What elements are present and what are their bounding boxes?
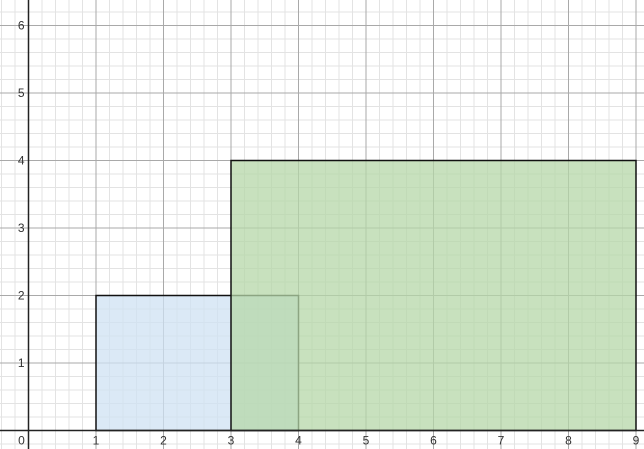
x-tick-label: 4 — [295, 434, 302, 448]
y-tick-label: 5 — [18, 86, 25, 100]
x-tick-label: 1 — [93, 434, 100, 448]
y-tick-label: 3 — [18, 221, 25, 235]
y-tick-label: 6 — [18, 19, 25, 33]
x-tick-label: 6 — [430, 434, 437, 448]
y-tick-label: 2 — [18, 289, 25, 303]
x-tick-label: 5 — [363, 434, 370, 448]
x-tick-label: 8 — [565, 434, 572, 448]
x-tick-label: 2 — [160, 434, 167, 448]
x-tick-label: 7 — [498, 434, 505, 448]
y-tick-label: 4 — [18, 154, 25, 168]
rectangle-2[interactable] — [230, 159, 637, 432]
x-tick-label: 9 — [633, 434, 640, 448]
x-tick-label: 3 — [228, 434, 235, 448]
x-tick-label: 0 — [18, 434, 25, 448]
rectangles-layer — [95, 159, 637, 432]
y-tick-label: 1 — [18, 356, 25, 370]
tick-labels: 0 1 2 3 4 5 6 7 8 9 1 2 3 4 5 6 — [18, 19, 640, 448]
